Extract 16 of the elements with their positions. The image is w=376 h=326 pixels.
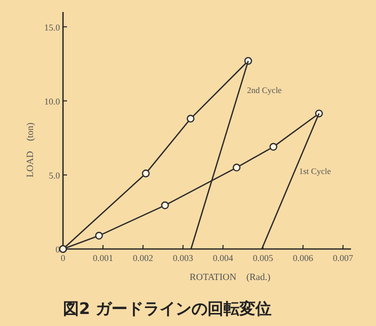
- y-axis-title: LOAD (ton): [26, 122, 36, 178]
- x-tick-label: 0.002: [132, 253, 154, 263]
- x-tick-label: 0.006: [292, 253, 314, 263]
- x-tick-label: 0.005: [252, 253, 274, 263]
- y-tick-label: 10.0: [44, 96, 60, 106]
- text: 図2 ガードラインの回転変位: [63, 299, 272, 318]
- y-tick-label: 0: [56, 244, 60, 254]
- x-tick-label: 0.004: [212, 253, 234, 263]
- x-tick-label: 0.001: [92, 253, 114, 263]
- y-tick-label: 5.0: [48, 170, 60, 180]
- x-axis-title: ROTATION (Rad.): [190, 273, 270, 283]
- x-tick-label: 0.007: [332, 253, 354, 263]
- x-tick-label: 0.003: [172, 253, 194, 263]
- annotation: 1st Cycle: [299, 166, 332, 176]
- y-tick-label: 15.0: [44, 22, 60, 32]
- annotation: 2nd Cycle: [247, 85, 282, 95]
